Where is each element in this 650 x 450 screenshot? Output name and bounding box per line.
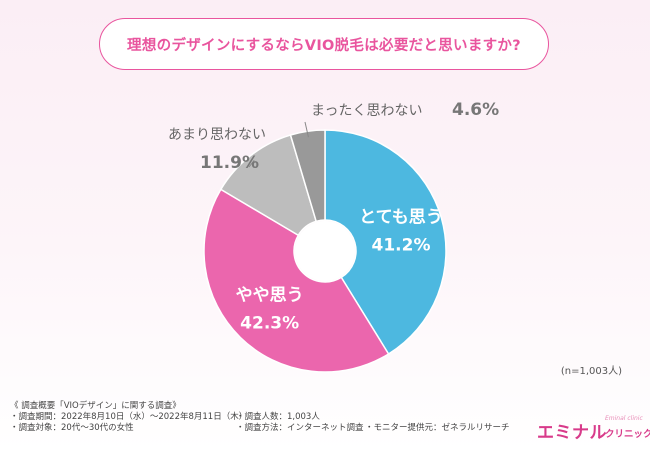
- clinic-logo: Eminal clinic エミナル クリニック: [537, 410, 650, 443]
- sample-size-label: (n=1,003人): [560, 366, 622, 377]
- slice-4-leader-line: [304, 121, 309, 138]
- notes-provider: ・モニター提供元：ゼネラルリサーチ: [365, 423, 510, 433]
- survey-notes: 《 調査概要「VIOデザイン」に関する調査》 ・調査期間：2022年8月10日（…: [10, 401, 650, 447]
- slice-4-value-label: 4.6%: [452, 100, 499, 120]
- notes-heading: 《 調査概要「VIOデザイン」に関する調査》: [10, 401, 181, 411]
- slice-3-category-label: あまり思わない: [168, 127, 266, 143]
- logo-sub-text: クリニック: [605, 429, 650, 440]
- slice-1: [324, 129, 447, 356]
- question-title: 理想のデザインにするならVIO脱毛は必要だと思いますか?: [127, 37, 521, 54]
- logo-main-text: エミナル: [537, 423, 607, 443]
- slice-4: [289, 129, 326, 223]
- question-title-box: 理想のデザインにするならVIO脱毛は必要だと思いますか?: [99, 18, 549, 70]
- slice-2-value-label: 42.3%: [240, 313, 299, 333]
- notes-count: ・調査人数：1,003人: [236, 412, 320, 422]
- slice-4-category-label: まったく思わない: [311, 103, 422, 119]
- notes-period: ・調査期間：2022年8月10日（水）〜2022年8月11日（木）: [10, 412, 248, 422]
- notes-target: ・調査対象：20代〜30代の女性: [10, 423, 134, 433]
- slice-3-value-label: 11.9%: [200, 153, 259, 173]
- slice-1-category-label: とても思う: [359, 207, 443, 227]
- slice-3: [219, 134, 318, 237]
- notes-method: ・調査方法：インターネット調査: [236, 423, 364, 433]
- logo-tagline: Eminal clinic: [605, 415, 643, 422]
- slice-3-leader-line: [248, 160, 255, 168]
- slice-2: [203, 188, 390, 373]
- slice-1-value-label: 41.2%: [372, 235, 431, 255]
- donut-hole: [295, 221, 355, 281]
- slice-2-category-label: やや思う: [236, 285, 304, 305]
